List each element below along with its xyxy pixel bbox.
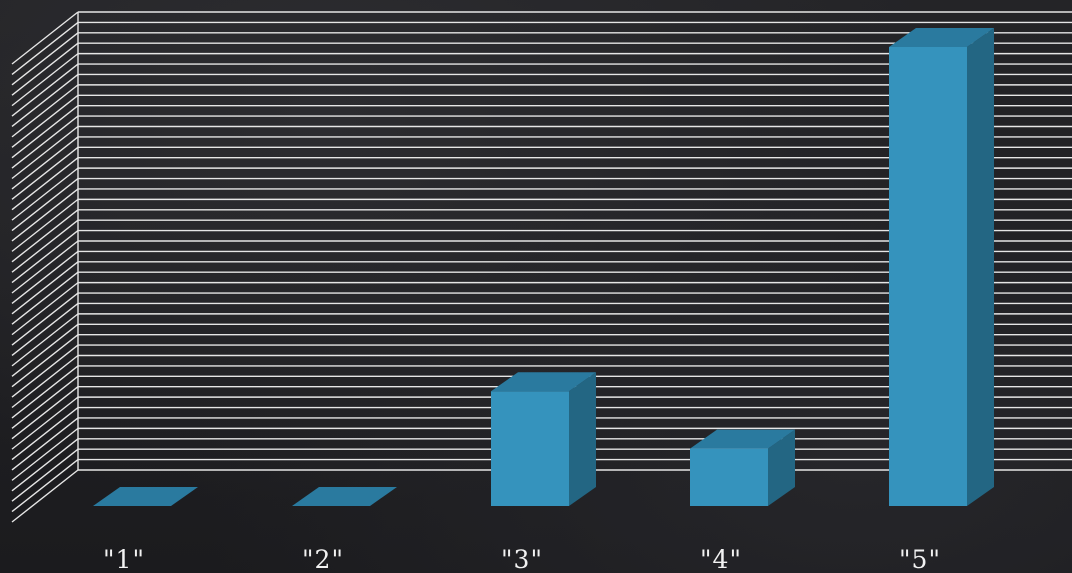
grid-wall-line xyxy=(11,323,79,377)
bar xyxy=(491,372,596,506)
grid-wall-line xyxy=(11,219,79,273)
bar-top xyxy=(292,487,397,506)
grid-wall-line xyxy=(11,344,79,398)
grid-wall-line xyxy=(11,438,79,492)
bar-front xyxy=(690,448,768,506)
grid-wall-line xyxy=(11,292,79,346)
grid-wall-line xyxy=(11,63,79,117)
bar-side xyxy=(768,429,795,506)
grid-wall-line xyxy=(11,177,79,232)
grid-wall-line xyxy=(11,427,79,481)
grid-wall-line xyxy=(11,354,79,409)
bar-top xyxy=(93,487,198,506)
grid-wall-line xyxy=(11,115,79,169)
grid-wall-line xyxy=(11,334,79,388)
grid-wall-line xyxy=(11,21,79,75)
grid-wall-line xyxy=(11,105,79,159)
grid-wall-line xyxy=(11,469,79,523)
grid-wall-line xyxy=(11,386,79,440)
bars xyxy=(93,28,994,506)
bar-front xyxy=(889,47,967,506)
grid-wall-line xyxy=(11,271,79,325)
grid-wall-line xyxy=(11,250,79,304)
grid-wall-line xyxy=(11,417,79,471)
category-label: "1" xyxy=(103,545,145,573)
grid-wall-line xyxy=(11,32,79,86)
category-label: "5" xyxy=(899,545,941,573)
grid-wall-line xyxy=(11,125,79,180)
grid-wall-line xyxy=(11,53,79,107)
grid-wall-line xyxy=(11,11,79,65)
grid-wall-line xyxy=(11,406,79,461)
grid-wall-line xyxy=(11,396,79,450)
grid-wall-line xyxy=(11,84,79,138)
grid-wall-line xyxy=(11,188,79,242)
bar-front xyxy=(491,391,569,506)
grid-wall-line xyxy=(11,157,79,211)
grid-wall-line xyxy=(11,136,79,190)
grid-wall-line xyxy=(11,198,79,252)
category-label: "3" xyxy=(501,545,543,573)
bar xyxy=(889,28,994,506)
grid-wall-line xyxy=(11,282,79,336)
grid-wall-line xyxy=(11,73,79,128)
grid-wall-line xyxy=(11,240,79,294)
grid-wall-line xyxy=(11,375,79,429)
grid-wall-line xyxy=(11,448,79,502)
grid-wall-line xyxy=(11,94,79,148)
bar xyxy=(292,487,397,506)
grid-wall-line xyxy=(11,313,79,367)
grid-wall-line xyxy=(11,209,79,263)
grid-wall-line xyxy=(11,42,79,96)
bar-top xyxy=(690,429,795,449)
category-label: "4" xyxy=(700,545,742,573)
bar-top xyxy=(491,372,596,392)
category-label: "2" xyxy=(302,545,344,573)
grid-wall-line xyxy=(11,230,79,284)
bar xyxy=(690,429,795,506)
bar-side xyxy=(569,372,596,506)
grid-wall-line xyxy=(11,365,79,419)
grid-wall-line xyxy=(11,459,79,513)
grid-wall-line xyxy=(11,261,79,315)
bar-top xyxy=(889,28,994,47)
grid-wall-line xyxy=(11,146,79,200)
grid-wall-line xyxy=(11,167,79,221)
bar xyxy=(93,487,198,506)
grid-wall-line xyxy=(11,302,79,357)
bar-side xyxy=(967,28,994,506)
category-labels: "1" "2" "3" "4" "5" xyxy=(103,545,941,573)
